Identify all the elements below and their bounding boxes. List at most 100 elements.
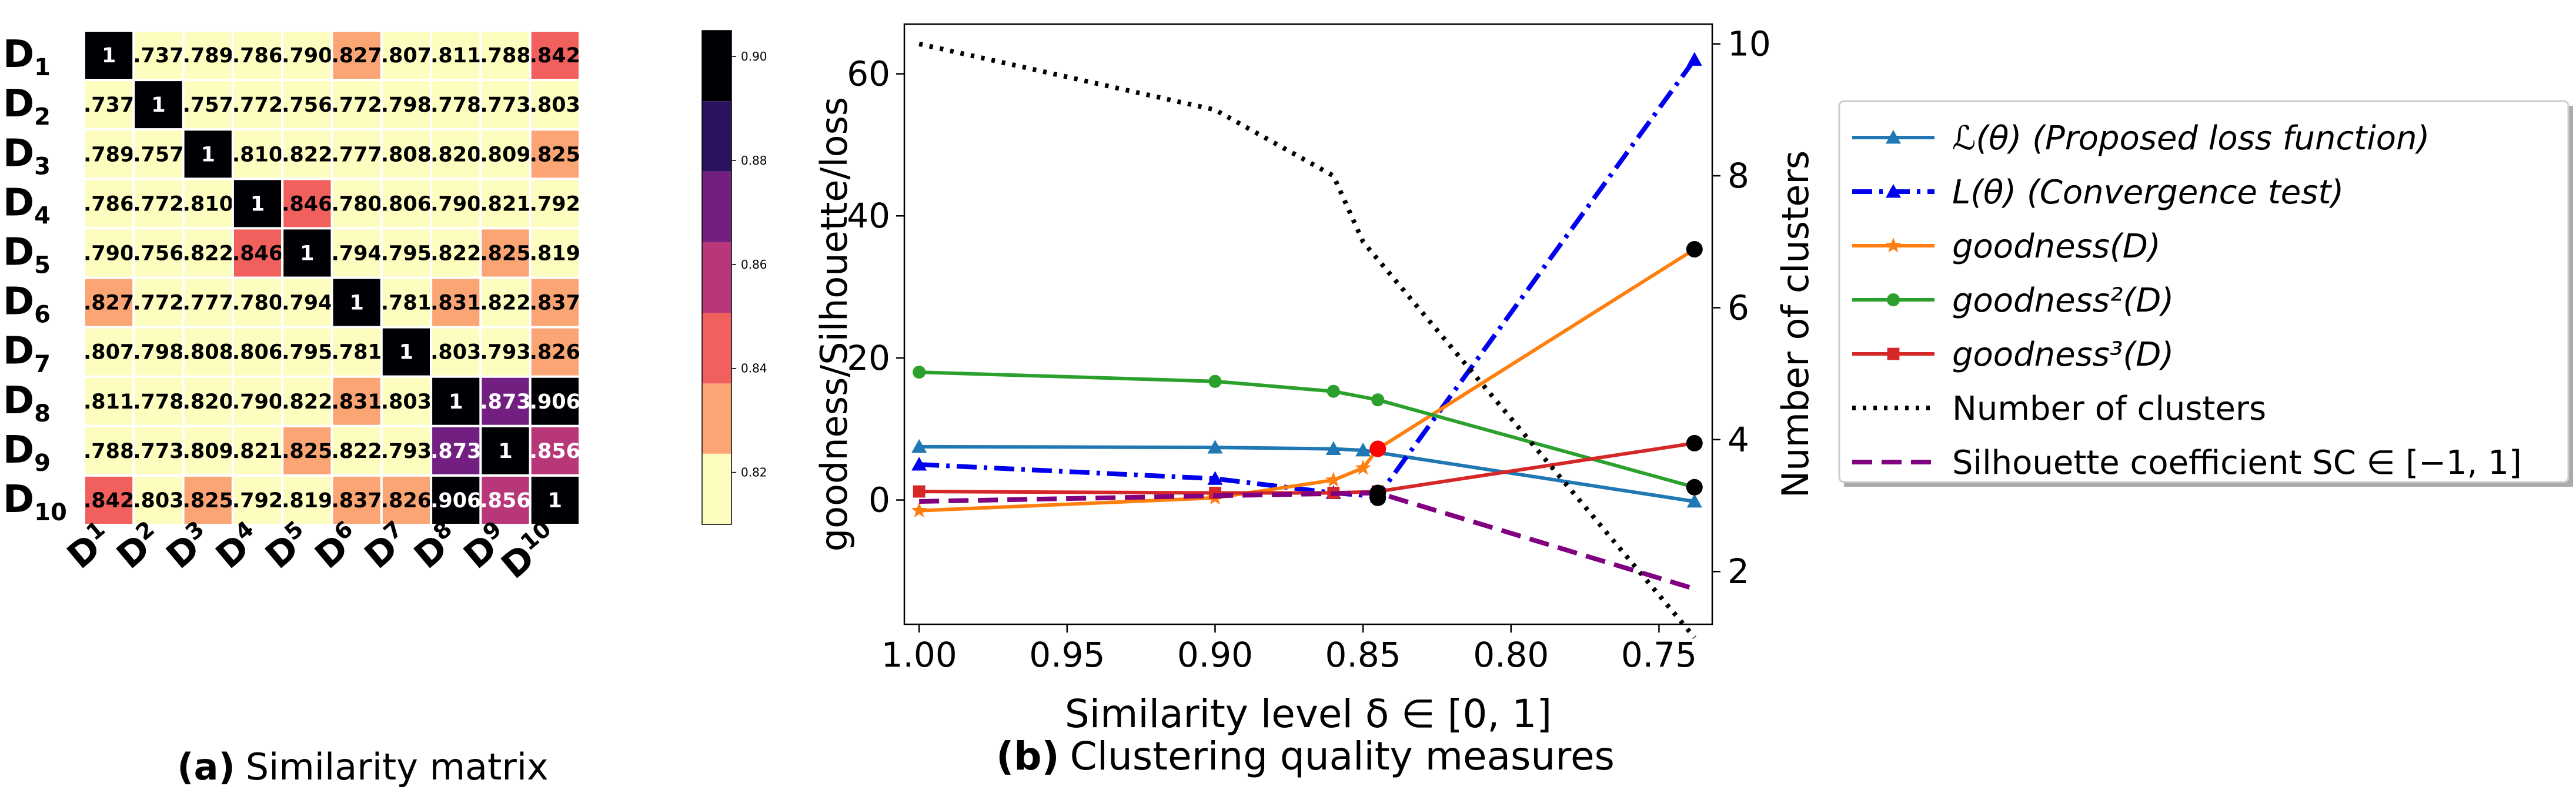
row-label: D2	[3, 82, 51, 131]
heatmap-cell-label: .794	[282, 292, 332, 315]
heatmap-cell	[529, 375, 582, 427]
chart-legend: ℒ(θ) (Proposed loss function) L(θ) (Conve…	[1838, 100, 2573, 487]
y-right-axis-label: Number of clusters	[1774, 150, 1817, 498]
colorbar-segment	[702, 313, 731, 384]
colorbar-segment	[702, 453, 731, 524]
heatmap-cell-label: .803	[430, 341, 481, 364]
series-marker	[1371, 393, 1385, 407]
heatmap-cell	[380, 474, 433, 527]
heatmap-cell-label: .788	[480, 44, 530, 68]
caption-b: (b) Clustering quality measures	[996, 734, 1615, 779]
heatmap-cell-label: .820	[430, 143, 481, 166]
heatmap-cell-label: .737	[133, 44, 183, 68]
heatmap-cell	[330, 227, 383, 279]
heatmap-cell-label: .789	[183, 44, 233, 68]
y-right-tick-label: 6	[1728, 287, 1749, 327]
legend-label: L(θ) (Convergence test)	[1952, 173, 2344, 212]
series-marker	[1355, 459, 1371, 475]
row-label: D9	[3, 429, 51, 477]
heatmap-cell-label: .786	[83, 192, 134, 216]
heatmap-cell	[529, 227, 582, 279]
heatmap-cell	[231, 474, 284, 527]
heatmap-cell-label: .822	[282, 143, 332, 166]
heatmap-cell-label: .794	[331, 242, 382, 265]
heatmap-cell	[479, 128, 532, 180]
heatmap-cell	[182, 128, 234, 180]
caption-a-text: Similarity matrix	[246, 745, 549, 788]
heatmap-cell-label: .846	[282, 192, 332, 216]
heatmap-cell-label: .827	[83, 292, 134, 315]
heatmap-cell	[479, 474, 532, 527]
row-label: D3	[3, 132, 51, 180]
heatmap-cell	[330, 474, 383, 527]
colorbar-frame	[701, 30, 732, 525]
y-left-tick-label: 20	[847, 338, 890, 378]
heatmap-cell-label: .822	[331, 440, 382, 463]
heatmap-cell	[430, 424, 482, 477]
heatmap-cell	[529, 474, 582, 527]
heatmap-cell-label: .773	[480, 93, 530, 117]
series-marker	[1355, 442, 1371, 457]
heatmap-cell-label: .906	[430, 489, 481, 513]
x-tick-label: 0.90	[1177, 635, 1253, 675]
heatmap-cell-label: .798	[381, 93, 432, 117]
colorbar-segment	[702, 383, 731, 454]
heatmap-cell	[330, 276, 383, 329]
similarity-heatmap: 1.737.789.786.790.827.807.811.788.842.73…	[3, 29, 582, 587]
heatmap-cell-label: 1	[102, 44, 116, 68]
series-marker	[1207, 471, 1223, 485]
row-label: D1	[3, 33, 51, 81]
heatmap-cell	[83, 474, 135, 527]
heatmap-cell-label: .822	[430, 242, 481, 265]
heatmap-cell-label: .807	[381, 44, 432, 68]
heatmap-cell-label: .798	[133, 341, 183, 364]
heatmap-cell	[529, 29, 582, 82]
heatmap-cell	[430, 474, 482, 527]
highlight-point	[1369, 489, 1386, 506]
series-marker	[1207, 440, 1223, 454]
heatmap-cell-label: 1	[151, 93, 165, 117]
y-right-tick-label: 4	[1728, 420, 1749, 460]
legend-label: goodness(D)	[1952, 227, 2161, 266]
heatmap-cell-label: .822	[183, 242, 233, 265]
heatmap-cell	[380, 326, 433, 378]
x-tick-label: 0.75	[1621, 635, 1697, 675]
caption-a-bold: (a)	[177, 745, 235, 788]
heatmap-cell	[330, 326, 383, 378]
heatmap-cell	[529, 326, 582, 378]
heatmap-cell-label: .810	[232, 143, 283, 166]
heatmap-cell-label: .821	[232, 440, 283, 463]
heatmap-cell-label: .788	[83, 440, 134, 463]
heatmap-cell-label: .825	[183, 489, 233, 513]
heatmap-cell	[182, 375, 234, 427]
row-label: D8	[3, 379, 51, 427]
y-left-tick-label: 40	[847, 196, 890, 236]
heatmap-cell-label: .837	[331, 489, 382, 513]
heatmap-cell-label: .822	[282, 390, 332, 414]
heatmap-cell-label: .790	[282, 44, 332, 68]
heatmap-cell	[479, 375, 532, 427]
heatmap-cell	[132, 375, 185, 427]
heatmap-cell-label: .906	[530, 390, 580, 414]
heatmap-cell-label: 1	[300, 242, 314, 265]
series-marker	[911, 502, 927, 518]
heatmap-cell-label: .825	[282, 440, 332, 463]
heatmap-cell-label: .846	[232, 242, 283, 265]
row-label: D7	[3, 330, 51, 378]
series-line	[919, 58, 1697, 499]
column-label: D10	[493, 516, 567, 587]
heatmap-cell-label: .856	[530, 440, 580, 463]
heatmap-cell-label: .827	[331, 44, 382, 68]
heatmap-cell-label: .793	[381, 440, 432, 463]
heatmap-cell	[83, 424, 135, 477]
heatmap-cell-label: 1	[349, 292, 363, 315]
row-label: D10	[3, 478, 67, 526]
heatmap-cell	[380, 375, 433, 427]
caption-a: (a) Similarity matrix	[177, 745, 548, 788]
colorbar-tick-label: 0.86	[741, 257, 767, 272]
series-marker	[913, 366, 926, 379]
heatmap-cell-label: .809	[480, 143, 530, 166]
colorbar-segment	[702, 242, 731, 313]
series-marker	[1208, 374, 1222, 388]
